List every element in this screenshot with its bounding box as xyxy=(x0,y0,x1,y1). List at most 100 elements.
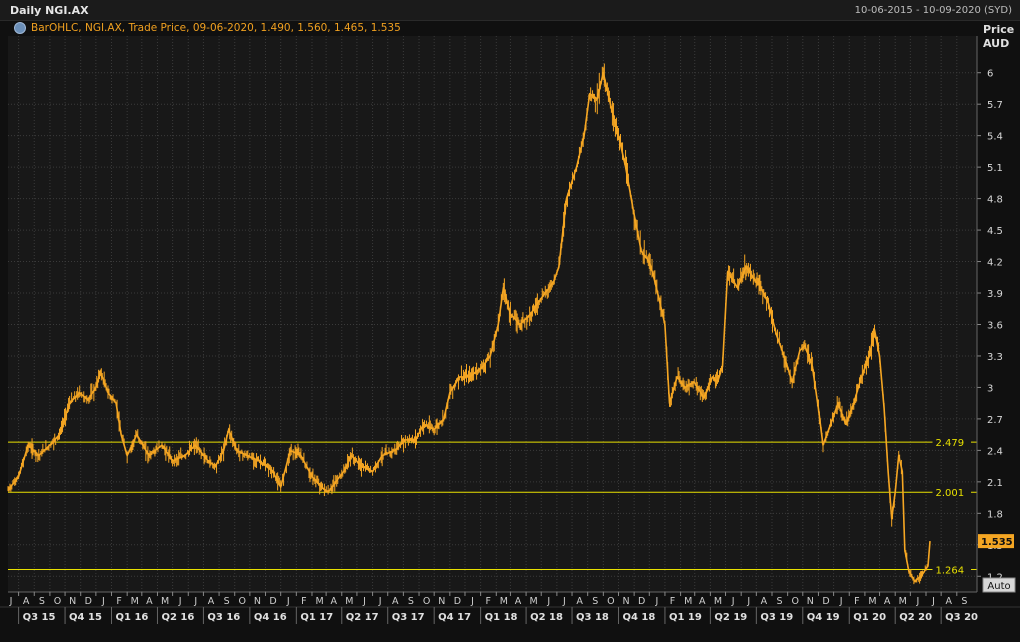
y-tick-label: 4.8 xyxy=(987,195,1003,206)
support-line-label-bg xyxy=(932,485,971,499)
y-axis-title-price: Price xyxy=(983,23,1014,36)
x-quarter-label: Q3 17 xyxy=(392,612,425,623)
price-series xyxy=(7,63,931,585)
date-range: 10-06-2015 - 10-09-2020 (SYD) xyxy=(854,5,1012,16)
y-tick-label: 5.7 xyxy=(987,100,1003,111)
x-month-label: A xyxy=(515,596,522,607)
x-month-label: N xyxy=(254,596,261,607)
x-quarter-label: Q3 20 xyxy=(945,612,978,623)
x-month-label: J xyxy=(931,596,935,607)
y-tick-label: 5.1 xyxy=(987,163,1003,174)
x-quarter-label: Q3 15 xyxy=(23,612,56,623)
y-tick-label: 4.2 xyxy=(987,258,1003,269)
auto-label: Auto xyxy=(987,581,1010,592)
last-price-tag xyxy=(978,534,1014,549)
x-month-label: J xyxy=(286,596,290,607)
legend-text: BarOHLC, NGI.AX, Trade Price, 09-06-2020… xyxy=(31,22,401,34)
x-month-label: S xyxy=(961,596,967,607)
grid xyxy=(8,36,977,592)
x-month-label: A xyxy=(576,596,583,607)
x-month-label: D xyxy=(822,596,829,607)
x-month-label: J xyxy=(362,596,366,607)
x-month-label: J xyxy=(839,596,843,607)
x-month-label: J xyxy=(562,596,566,607)
x-month-label: S xyxy=(39,596,45,607)
x-quarter-label: Q2 20 xyxy=(899,612,932,623)
x-month-label: M xyxy=(868,596,876,607)
x-quarter-label: Q4 15 xyxy=(69,612,102,623)
y-tick-label: 2.7 xyxy=(987,415,1003,426)
legend[interactable]: BarOHLC, NGI.AX, Trade Price, 09-06-2020… xyxy=(14,22,401,34)
x-month-label: F xyxy=(854,596,859,607)
x-quarter-label: Q4 18 xyxy=(622,612,655,623)
x-month-label: N xyxy=(438,596,445,607)
x-month-label: O xyxy=(607,596,614,607)
x-month-label: S xyxy=(777,596,783,607)
plot-area xyxy=(8,36,977,592)
support-line-label: 1.264 xyxy=(936,566,965,577)
x-month-label: J xyxy=(731,596,735,607)
x-month-label: A xyxy=(208,596,215,607)
y-axis: 1.21.51.82.12.42.733.33.63.94.24.54.85.1… xyxy=(976,36,1014,592)
y-tick-label: 1.8 xyxy=(987,509,1003,520)
x-month-label: A xyxy=(884,596,891,607)
last-price-label: 1.535 xyxy=(981,537,1013,548)
x-quarter-label: Q4 17 xyxy=(438,612,471,623)
x-month-label: N xyxy=(807,596,814,607)
x-month-label: J xyxy=(916,596,920,607)
y-tick-label: 5.4 xyxy=(987,132,1003,143)
x-month-label: J xyxy=(193,596,197,607)
x-month-label: J xyxy=(546,596,550,607)
x-month-label: M xyxy=(131,596,139,607)
y-tick-label: 4.5 xyxy=(987,226,1003,237)
support-line-label: 2.479 xyxy=(936,438,965,449)
x-month-label: M xyxy=(161,596,169,607)
x-quarter-label: Q1 19 xyxy=(669,612,702,623)
x-month-label: A xyxy=(761,596,768,607)
x-month-label: N xyxy=(69,596,76,607)
x-month-label: J xyxy=(9,596,13,607)
x-quarter-label: Q1 18 xyxy=(485,612,518,623)
x-quarter-label: Q2 18 xyxy=(530,612,563,623)
settings-icon[interactable] xyxy=(14,22,26,34)
x-quarter-label: Q4 19 xyxy=(807,612,840,623)
x-quarter-label: Q1 16 xyxy=(116,612,149,623)
x-month-label: M xyxy=(899,596,907,607)
y-tick-label: 2.4 xyxy=(987,446,1003,457)
x-month-label: N xyxy=(623,596,630,607)
x-quarter-label: Q1 17 xyxy=(300,612,333,623)
x-quarter-label: Q4 16 xyxy=(254,612,287,623)
x-month-label: O xyxy=(423,596,430,607)
x-month-label: M xyxy=(714,596,722,607)
x-month-label: S xyxy=(408,596,414,607)
x-month-label: J xyxy=(101,596,105,607)
x-month-label: D xyxy=(85,596,92,607)
support-line-label-bg xyxy=(932,562,971,576)
x-month-label: M xyxy=(684,596,692,607)
x-month-label: J xyxy=(654,596,658,607)
y-tick-label: 3.6 xyxy=(987,320,1003,331)
x-month-label: O xyxy=(54,596,61,607)
x-month-label: M xyxy=(500,596,508,607)
x-month-label: A xyxy=(945,596,952,607)
auto-scale-button[interactable]: Auto xyxy=(982,577,1016,593)
x-month-label: J xyxy=(378,596,382,607)
x-month-label: O xyxy=(791,596,798,607)
x-month-label: M xyxy=(530,596,538,607)
title-bar: Daily NGI.AX 10-06-2015 - 10-09-2020 (SY… xyxy=(0,0,1020,21)
x-quarter-label: Q2 17 xyxy=(346,612,379,623)
y-tick-label: 3.3 xyxy=(987,352,1003,363)
y-tick-label: 3.9 xyxy=(987,289,1003,300)
x-month-label: D xyxy=(269,596,276,607)
y-tick-label: 3 xyxy=(987,383,993,394)
support-line-label-bg xyxy=(932,435,971,449)
x-month-label: S xyxy=(224,596,230,607)
x-quarter-label: Q2 19 xyxy=(714,612,747,623)
x-month-label: A xyxy=(146,596,153,607)
x-quarter-label: Q2 16 xyxy=(161,612,194,623)
x-month-label: D xyxy=(638,596,645,607)
x-month-label: A xyxy=(392,596,399,607)
